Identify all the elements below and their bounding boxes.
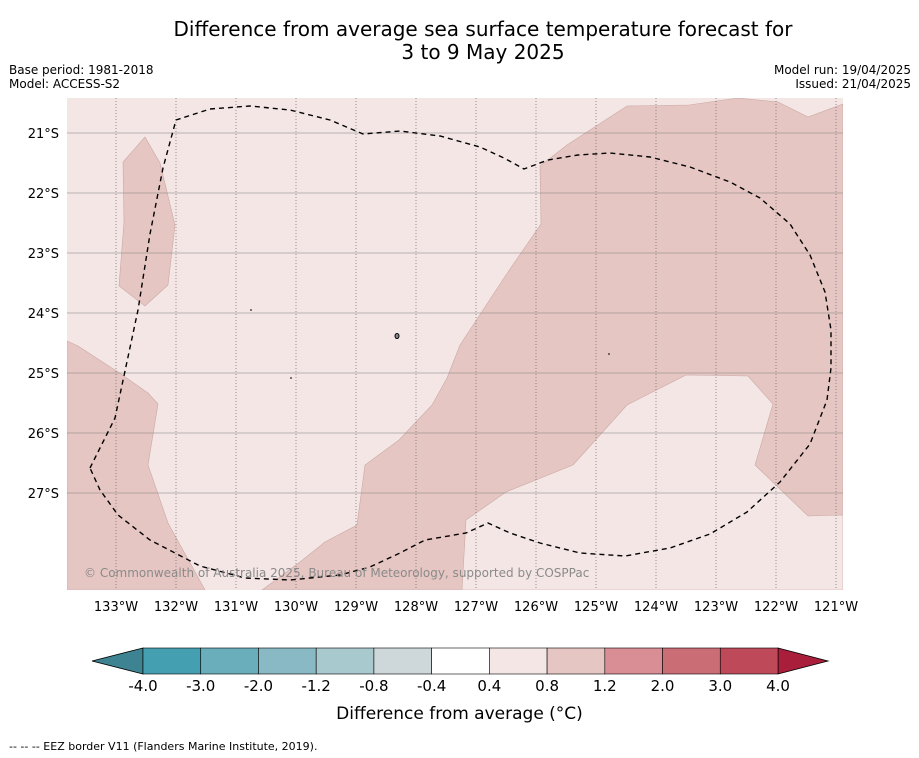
colorbar-bin bbox=[258, 647, 317, 675]
colorbar-tick-label: -2.0 bbox=[244, 677, 273, 695]
lon-label: 131°W bbox=[214, 600, 258, 615]
anomaly-region-southwest bbox=[67, 340, 206, 590]
base-period: Base period: 1981-2018 bbox=[9, 63, 154, 77]
colorbar-label: Difference from average (°C) bbox=[336, 704, 583, 724]
lon-label: 129°W bbox=[334, 600, 378, 615]
colorbar-tick-label: 1.2 bbox=[593, 677, 617, 695]
colorbar-over-arrow bbox=[777, 647, 830, 675]
meta-right: Model run: 19/04/2025 Issued: 21/04/2025 bbox=[774, 63, 911, 91]
title-line-2: 3 to 9 May 2025 bbox=[401, 40, 565, 64]
lon-label: 126°W bbox=[514, 600, 558, 615]
colorbar-bin bbox=[546, 647, 606, 675]
lat-label: 21°S bbox=[28, 127, 59, 142]
colorbar-bin bbox=[373, 647, 432, 675]
issued-date: Issued: 21/04/2025 bbox=[795, 77, 911, 91]
colorbar-bin bbox=[142, 647, 202, 675]
colorbar-tick-label: -0.8 bbox=[359, 677, 388, 695]
anomaly-bay bbox=[461, 374, 843, 590]
lon-label: 128°W bbox=[394, 600, 438, 615]
lon-label: 122°W bbox=[754, 600, 798, 615]
colorbar-bin bbox=[431, 647, 490, 675]
lon-label: 124°W bbox=[634, 600, 678, 615]
lat-label: 24°S bbox=[28, 307, 59, 322]
longitude-gridlines bbox=[115, 98, 837, 590]
lon-label: 132°W bbox=[154, 600, 198, 615]
lat-label: 25°S bbox=[28, 367, 59, 382]
colorbar-tick-label: 0.4 bbox=[477, 677, 501, 695]
lon-label: 133°W bbox=[94, 600, 138, 615]
colorbar-tick-label: 4.0 bbox=[766, 677, 790, 695]
model-name: Model: ACCESS-S2 bbox=[9, 77, 121, 91]
colorbar-tick-label: 3.0 bbox=[708, 677, 732, 695]
colorbar-tick-label: -1.2 bbox=[302, 677, 331, 695]
colorbar-bin bbox=[662, 647, 721, 675]
lon-label: 127°W bbox=[454, 600, 498, 615]
colorbar-tick-label: 2.0 bbox=[651, 677, 675, 695]
lat-label: 23°S bbox=[28, 247, 59, 262]
colorbar-bin bbox=[200, 647, 259, 675]
island-marker bbox=[394, 333, 400, 339]
latitude-gridlines bbox=[67, 132, 843, 494]
lat-label: 27°S bbox=[28, 487, 59, 502]
model-run: Model run: 19/04/2025 bbox=[773, 63, 911, 77]
title-line-1: Difference from average sea surface temp… bbox=[173, 17, 793, 41]
colorbar-tick-label: -3.0 bbox=[186, 677, 215, 695]
colorbar-tick-label: -4.0 bbox=[128, 677, 157, 695]
colorbar-bin bbox=[604, 647, 663, 675]
lon-label: 123°W bbox=[694, 600, 738, 615]
colorbar-bin bbox=[315, 647, 375, 675]
eez-legend-footer: -- -- -- EEZ border V11 (Flanders Marine… bbox=[9, 740, 318, 753]
eez-border bbox=[89, 105, 832, 581]
lat-label: 22°S bbox=[28, 187, 59, 202]
lon-label: 125°W bbox=[574, 600, 618, 615]
colorbar-tick-label: 0.8 bbox=[535, 677, 559, 695]
colorbar-bin bbox=[489, 647, 548, 675]
lat-label: 26°S bbox=[28, 427, 59, 442]
copyright-text: © Commonwealth of Australia 2025, Bureau… bbox=[84, 566, 589, 580]
colorbar: -4.0 -3.0 -2.0 -1.2 -0.8 -0.4 0.4 0.8 1.2 2.0 3.0 4… bbox=[91, 647, 830, 695]
colorbar-bin bbox=[719, 647, 779, 675]
colorbar-tick-label: -0.4 bbox=[417, 677, 446, 695]
lon-label: 130°W bbox=[274, 600, 318, 615]
meta-left: Base period: 1981-2018 Model: ACCESS-S2 bbox=[9, 63, 154, 91]
lon-label: 121°W bbox=[814, 600, 858, 615]
map-title: Difference from average sea surface temp… bbox=[0, 18, 919, 64]
colorbar-under-arrow bbox=[91, 647, 144, 675]
